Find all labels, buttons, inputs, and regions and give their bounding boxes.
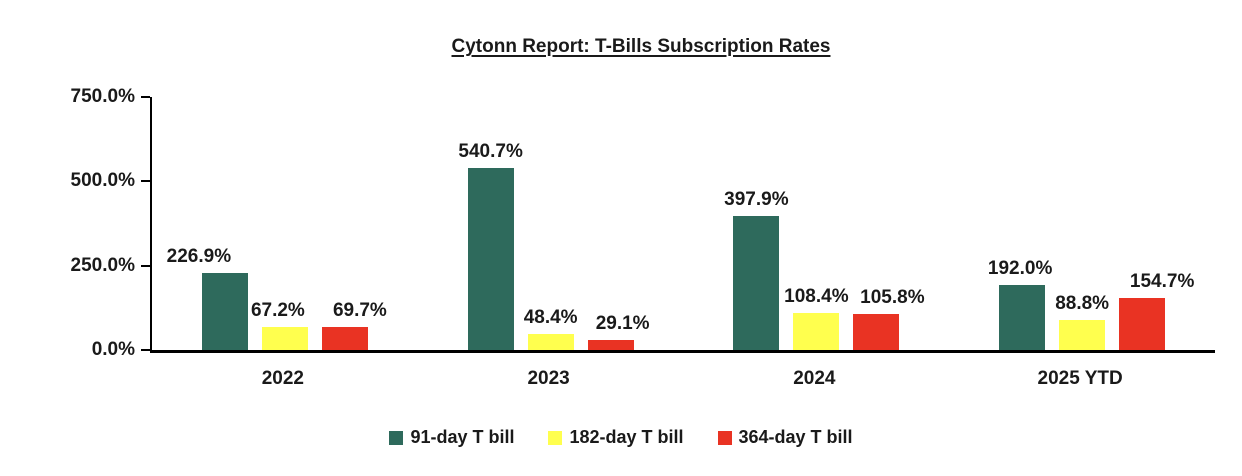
category-label: 2024 [793,368,836,389]
category-label: 2023 [527,368,570,389]
chart-title: Cytonn Report: T-Bills Subscription Rate… [20,36,1242,58]
legend-label: 91-day T bill [410,427,515,447]
bar-group: 192.0% 88.8% 154.7% [988,97,1194,350]
legend-label: 364-day T bill [738,427,853,447]
y-axis-tick-label: 250.0% [70,254,135,276]
plot-area: 226.9% 67.2% 69.7% 540.7% 48.4% 29.1% 397.9% 10… [150,97,1215,353]
legend-swatch-364-day-t-bill [717,430,732,445]
bar-91-day-t-bill [201,273,248,350]
y-axis-tick-label: 500.0% [70,170,135,192]
bar-group: 226.9% 67.2% 69.7% [167,97,387,350]
bar-182-day-t-bill [1059,320,1106,350]
bar-value-label: 69.7% [332,299,387,321]
legend-item: 182-day T bill [548,427,684,448]
y-axis-tick-mark [141,264,150,267]
y-axis-tick-label: 750.0% [70,86,135,107]
bar-value-label: 105.8% [860,287,925,309]
y-axis-tick-mark [141,349,150,351]
y-axis-tick-mark [141,96,150,98]
bar-group: 540.7% 48.4% 29.1% [458,97,650,350]
chart-title-text: Cytonn Report: T-Bills Subscription Rate… [451,36,831,57]
bar-91-day-t-bill [999,285,1046,350]
bar-value-label: 48.4% [523,306,578,328]
bar-364-day-t-bill [321,326,368,350]
bar-182-day-t-bill [527,333,574,350]
bar-91-day-t-bill [467,167,514,350]
bar-value-label: 29.1% [595,313,650,335]
legend-item: 91-day T bill [389,427,514,448]
bar-182-day-t-bill [793,313,840,350]
y-axis-tick-label: 0.0% [91,339,135,360]
bar-364-day-t-bill [587,340,634,350]
bar-value-label: 226.9% [166,246,232,268]
bar-91-day-t-bill [733,215,780,350]
bar-value-label: 540.7% [458,140,523,162]
legend: 91-day T bill 182-day T bill 364-day T bil… [0,427,1242,448]
bar-group: 397.9% 108.4% 105.8% [724,97,925,350]
bar-value-label: 192.0% [987,258,1053,280]
legend-swatch-182-day-t-bill [548,430,563,445]
bar-364-day-t-bill [853,314,900,350]
bar-182-day-t-bill [261,327,308,350]
legend-label: 182-day T bill [569,427,684,447]
y-axis-tick-mark [141,180,150,183]
category-label: 2025 YTD [1037,368,1123,389]
category-label: 2022 [261,368,305,389]
legend-swatch-91-day-t-bill [389,430,404,445]
bar-value-label: 88.8% [1055,293,1110,315]
bar-value-label: 154.7% [1129,270,1195,292]
bar-value-label: 108.4% [784,286,849,308]
bar-value-label: 67.2% [250,300,305,322]
bar-364-day-t-bill [1119,297,1166,350]
bar-value-label: 397.9% [724,188,789,210]
legend-item: 364-day T bill [717,427,853,448]
